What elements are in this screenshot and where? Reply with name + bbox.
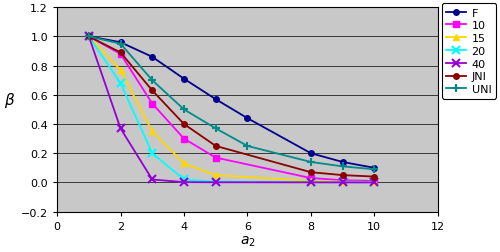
- 20: [340, 181, 345, 184]
- Line: UNI: UNI: [84, 33, 378, 174]
- 40: [149, 178, 155, 181]
- Line: JNI: JNI: [86, 35, 377, 180]
- 10: [372, 180, 378, 183]
- 15: [212, 174, 218, 177]
- UNI: [181, 108, 187, 111]
- 40: [212, 181, 218, 184]
- X-axis label: $a_2$: $a_2$: [240, 234, 256, 248]
- 20: [86, 36, 92, 39]
- 40: [372, 181, 378, 184]
- UNI: [149, 79, 155, 82]
- F: [308, 152, 314, 155]
- 40: [340, 181, 345, 184]
- 20: [372, 181, 378, 184]
- F: [372, 167, 378, 170]
- F: [340, 161, 345, 164]
- 15: [181, 162, 187, 165]
- 20: [118, 82, 124, 85]
- UNI: [372, 168, 378, 171]
- F: [149, 56, 155, 59]
- UNI: [308, 161, 314, 164]
- 40: [181, 181, 187, 184]
- F: [181, 78, 187, 81]
- Line: 15: 15: [86, 34, 378, 186]
- UNI: [212, 127, 218, 130]
- 10: [149, 103, 155, 106]
- 10: [118, 53, 124, 56]
- 10: [340, 179, 345, 182]
- 20: [149, 152, 155, 155]
- 10: [86, 36, 92, 39]
- 20: [308, 181, 314, 184]
- F: [244, 117, 250, 120]
- JNI: [181, 123, 187, 126]
- 40: [86, 36, 92, 39]
- Line: 40: 40: [84, 33, 378, 187]
- UNI: [118, 43, 124, 46]
- JNI: [149, 89, 155, 92]
- JNI: [308, 171, 314, 174]
- 15: [308, 180, 314, 183]
- UNI: [244, 145, 250, 148]
- 10: [308, 177, 314, 180]
- Y-axis label: $\beta$: $\beta$: [4, 91, 16, 110]
- 40: [308, 181, 314, 184]
- 15: [340, 180, 345, 183]
- 10: [181, 138, 187, 141]
- 10: [212, 156, 218, 160]
- Line: 20: 20: [84, 33, 378, 187]
- 15: [372, 181, 378, 184]
- JNI: [118, 52, 124, 55]
- Legend: F, 10, 15, 20, 40, JNI, UNI: F, 10, 15, 20, 40, JNI, UNI: [442, 4, 496, 99]
- 20: [212, 180, 218, 183]
- 20: [181, 178, 187, 181]
- 15: [86, 36, 92, 39]
- Line: F: F: [86, 35, 377, 171]
- 40: [118, 127, 124, 130]
- JNI: [86, 36, 92, 39]
- UNI: [340, 165, 345, 168]
- F: [212, 98, 218, 101]
- 15: [118, 69, 124, 72]
- JNI: [372, 175, 378, 178]
- Line: 10: 10: [86, 35, 377, 184]
- UNI: [86, 36, 92, 39]
- JNI: [340, 174, 345, 177]
- JNI: [212, 145, 218, 148]
- F: [118, 42, 124, 45]
- F: [86, 36, 92, 39]
- 15: [149, 130, 155, 133]
